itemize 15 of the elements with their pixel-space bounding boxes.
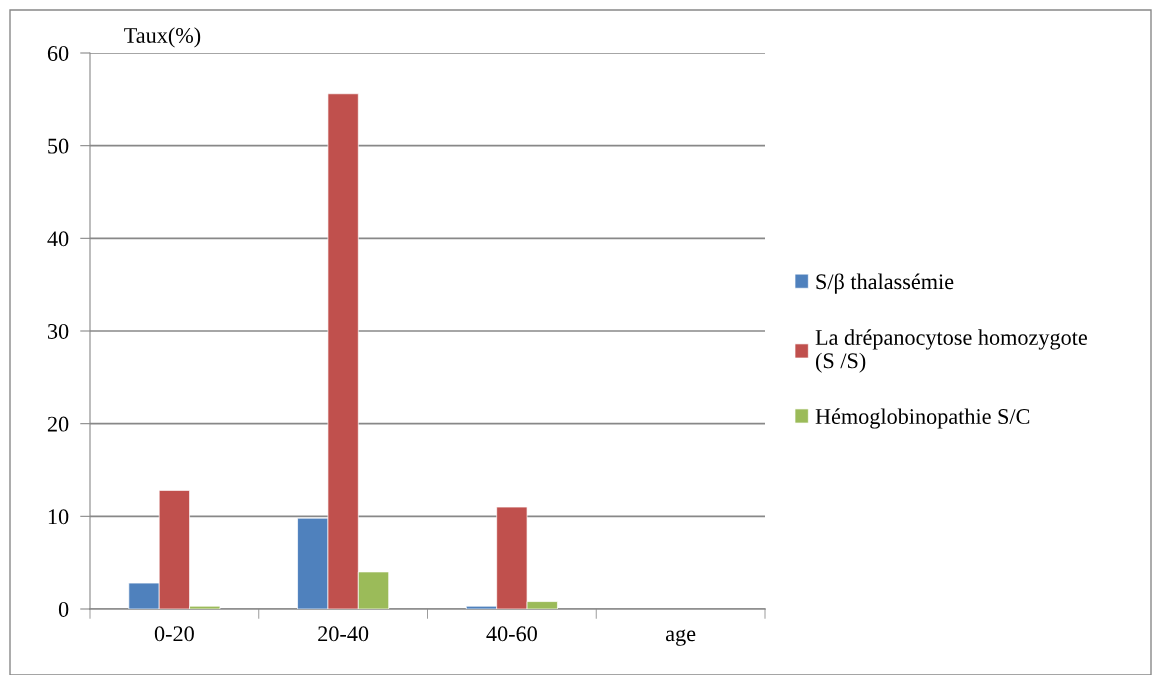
y-tick-label: 50 [48, 138, 69, 154]
x-tick-label: 40-60 [486, 626, 537, 642]
y-tick-label: 30 [48, 323, 69, 339]
legend-label: S/β thalassémie [816, 273, 954, 294]
y-tick-label: 20 [47, 416, 69, 432]
y-tick-label: 40 [47, 231, 69, 247]
y-axis-title: Taux(%) [124, 27, 201, 48]
x-tick-label: 0-20 [154, 626, 194, 642]
y-tick-label: 10 [48, 509, 69, 525]
y-tick-label: 60 [47, 45, 69, 61]
x-tick-label: 20-40 [318, 626, 369, 642]
x-tick-label: age [665, 629, 696, 646]
y-tick-label: 0 [58, 601, 69, 617]
legend-label: La drépanocytose homozygote (S /S) [815, 329, 1087, 373]
legend-label: Hémoglobinopathie S/C [815, 408, 1030, 429]
